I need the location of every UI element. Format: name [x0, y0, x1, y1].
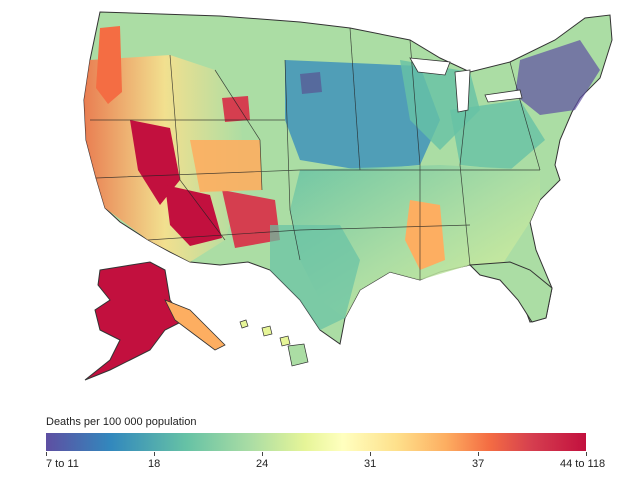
- legend-tick-mark: [154, 452, 155, 456]
- legend-tick-label: 31: [364, 458, 377, 470]
- nevada-hotspot: [130, 120, 180, 205]
- legend-tick-mark: [478, 452, 479, 456]
- us-county-choropleth-map: [83, 11, 613, 381]
- legend-tick-mark: [370, 452, 371, 456]
- legend-tick-label: 24: [256, 458, 269, 470]
- great-lakes: [409, 57, 523, 113]
- hawaii-shape: [239, 319, 309, 367]
- ohio-valley-region: [450, 100, 545, 170]
- legend-tick-mark: [586, 452, 587, 456]
- legend-tick-mark: [262, 452, 263, 456]
- northwest-hotspot: [96, 26, 122, 104]
- colorado-warm: [190, 140, 262, 192]
- mississippi-delta-hotspot: [405, 200, 445, 270]
- florida-shape: [468, 261, 553, 323]
- texas-region: [270, 225, 360, 330]
- legend-title: Deaths per 100 000 population: [46, 416, 197, 428]
- legend-tick-label: 18: [148, 458, 161, 470]
- legend-tick-label: 44 to 118: [560, 458, 606, 470]
- legend-tick-mark: [46, 452, 47, 456]
- state-borders: [90, 27, 541, 280]
- alaska-shape: [84, 261, 186, 381]
- new-mexico-hotspot: [222, 190, 280, 248]
- northeast-region: [515, 40, 600, 115]
- legend-tick-label: 7 to 11: [46, 458, 79, 470]
- alaska-panhandle: [164, 299, 226, 351]
- midwest-region: [285, 60, 440, 170]
- legend-tick-label: 37: [472, 458, 485, 470]
- wyoming-hotspot: [222, 96, 250, 122]
- arizona-hotspot: [165, 185, 222, 246]
- color-scale-bar: [46, 433, 586, 451]
